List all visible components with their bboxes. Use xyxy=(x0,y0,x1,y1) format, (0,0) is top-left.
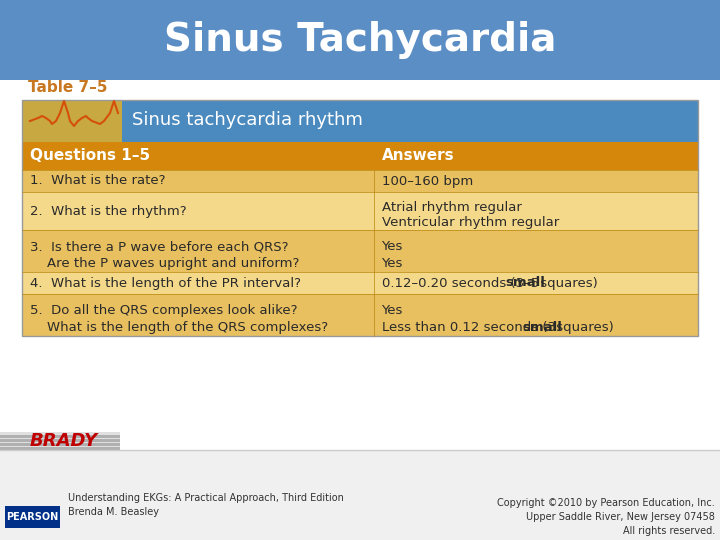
Bar xyxy=(0,0,720,80)
Text: Yes: Yes xyxy=(382,305,403,318)
Bar xyxy=(0,450,720,540)
Bar xyxy=(5,506,60,528)
Bar xyxy=(22,192,698,230)
Text: 4.  What is the length of the PR interval?: 4. What is the length of the PR interval… xyxy=(30,276,301,289)
Text: squares): squares) xyxy=(552,321,613,334)
Text: Atrial rhythm regular: Atrial rhythm regular xyxy=(382,201,521,214)
Text: Yes: Yes xyxy=(382,257,403,270)
Text: Questions 1–5: Questions 1–5 xyxy=(30,148,150,164)
Text: Copyright ©2010 by Pearson Education, Inc.
Upper Saddle River, New Jersey 07458
: Copyright ©2010 by Pearson Education, In… xyxy=(498,498,715,536)
Text: Table 7–5: Table 7–5 xyxy=(28,80,107,96)
Bar xyxy=(0,447,120,450)
Bar xyxy=(0,80,720,470)
Bar xyxy=(0,432,120,450)
Text: Yes: Yes xyxy=(382,240,403,253)
Bar xyxy=(22,170,698,192)
Bar xyxy=(0,443,120,446)
Text: Sinus tachycardia rhythm: Sinus tachycardia rhythm xyxy=(132,111,363,129)
Bar xyxy=(0,439,120,442)
Text: Ventricular rhythm regular: Ventricular rhythm regular xyxy=(382,216,559,229)
Text: 2.  What is the rhythm?: 2. What is the rhythm? xyxy=(30,205,186,218)
Bar xyxy=(22,294,698,336)
Text: 1.  What is the rate?: 1. What is the rate? xyxy=(30,174,166,187)
Text: squares): squares) xyxy=(536,276,598,289)
Bar xyxy=(22,100,698,336)
Text: Understanding EKGs: A Practical Approach, Third Edition
Brenda M. Beasley: Understanding EKGs: A Practical Approach… xyxy=(68,493,344,517)
Text: Answers: Answers xyxy=(382,148,454,164)
Text: 0.12–0.20 seconds (3–5: 0.12–0.20 seconds (3–5 xyxy=(382,276,543,289)
Text: What is the length of the QRS complexes?: What is the length of the QRS complexes? xyxy=(30,321,328,334)
Text: 100–160 bpm: 100–160 bpm xyxy=(382,174,473,187)
Text: Sinus Tachycardia: Sinus Tachycardia xyxy=(164,21,556,59)
Text: Less than 0.12 seconds (3: Less than 0.12 seconds (3 xyxy=(382,321,559,334)
Text: 5.  Do all the QRS complexes look alike?: 5. Do all the QRS complexes look alike? xyxy=(30,305,297,318)
Bar xyxy=(22,100,122,142)
Bar xyxy=(22,100,698,142)
Bar xyxy=(22,142,698,170)
Bar xyxy=(22,230,698,272)
Bar xyxy=(22,272,698,294)
Text: 3.  Is there a P wave before each QRS?: 3. Is there a P wave before each QRS? xyxy=(30,240,289,253)
Text: small: small xyxy=(505,276,546,289)
Text: BRADY: BRADY xyxy=(30,432,98,450)
Bar xyxy=(0,435,120,438)
Text: PEARSON: PEARSON xyxy=(6,512,58,522)
Text: Are the P waves upright and uniform?: Are the P waves upright and uniform? xyxy=(30,257,300,270)
Text: small: small xyxy=(522,321,562,334)
